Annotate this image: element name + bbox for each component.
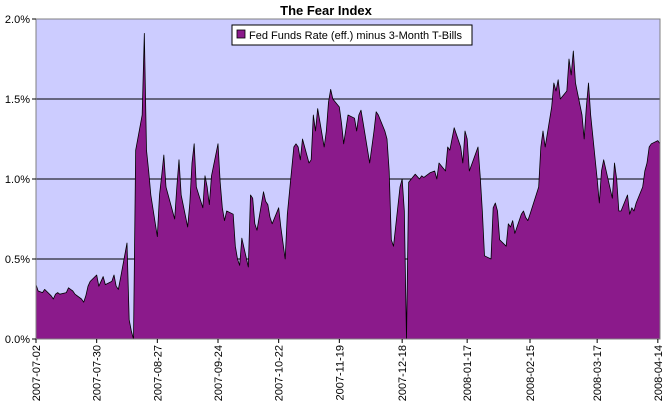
series-layer xyxy=(35,33,661,340)
x-tick-label: 2008-01-17 xyxy=(462,345,474,401)
y-tick-label: 0.5% xyxy=(5,254,30,266)
x-tick-label: 2008-02-15 xyxy=(525,345,537,401)
y-tick-label: 0.0% xyxy=(5,334,30,346)
x-tick-label: 2008-03-17 xyxy=(592,345,604,401)
legend: Fed Funds Rate (eff.) minus 3-Month T-Bi… xyxy=(231,24,473,46)
legend-swatch xyxy=(236,29,246,39)
x-tick-label: 2007-08-27 xyxy=(152,345,164,401)
x-tick-label: 2007-11-19 xyxy=(334,345,346,400)
x-tick-label: 2007-07-30 xyxy=(92,345,104,401)
y-tick-label: 1.5% xyxy=(5,94,30,106)
legend-box xyxy=(231,24,473,46)
series-area xyxy=(35,33,661,340)
legend-label: Fed Funds Rate (eff.) minus 3-Month T-Bi… xyxy=(249,30,462,42)
y-tick-label: 2.0% xyxy=(5,14,30,26)
x-tick-label: 2007-10-22 xyxy=(274,345,286,401)
y-tick-label: 1.0% xyxy=(5,174,30,186)
x-tick-label: 2008-04-14 xyxy=(653,345,664,401)
x-axis: 2007-07-02 2007-07-30 2007-08-27 2007-09-24… xyxy=(31,339,664,401)
x-tick-label: 2007-12-18 xyxy=(397,345,409,401)
chart-title: The Fear Index xyxy=(280,3,373,18)
y-axis: 0.0% 0.5% 1.0% 1.5% 2.0% xyxy=(5,14,36,346)
x-tick-label: 2007-07-02 xyxy=(31,345,43,401)
x-tick-label: 2007-09-24 xyxy=(213,345,225,401)
